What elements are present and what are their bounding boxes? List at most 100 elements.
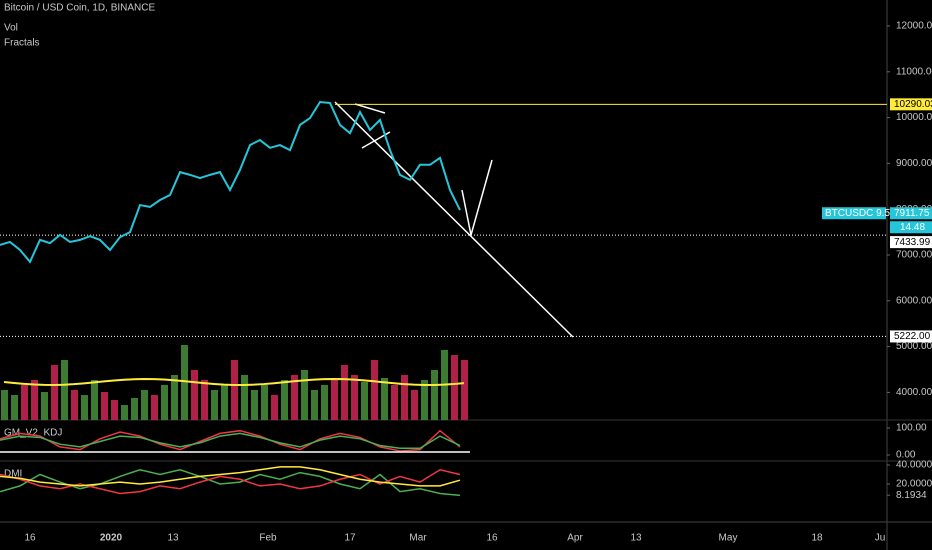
volume-bar [261, 385, 268, 420]
countdown-badge [890, 221, 932, 234]
level-badge [890, 98, 932, 111]
time-label: May [719, 533, 738, 544]
volume-bar [361, 382, 368, 420]
level-badge-label: 5222.00 [894, 331, 931, 342]
volume-bar [451, 355, 458, 420]
volume-bar [461, 360, 468, 420]
last-price-badge [890, 207, 932, 220]
volume-bar [211, 390, 218, 420]
volume-bar [61, 360, 68, 420]
price-tick-label: 9000.00 [896, 158, 932, 169]
volume-bar [11, 395, 18, 420]
volume-bar [131, 398, 138, 420]
kdj-title: GM_V2_KDJ [4, 428, 62, 439]
trend-line [470, 159, 493, 236]
time-label: 18 [811, 533, 823, 544]
indicator-tick-label: 40.0000 [896, 460, 932, 471]
fractals-label: Fractals [4, 38, 40, 49]
volume-bar [171, 375, 178, 420]
volume-bar [121, 405, 128, 420]
volume-bar [331, 380, 338, 420]
volume-bar [21, 385, 28, 420]
volume-bar [421, 380, 428, 420]
time-label: Ju [875, 533, 886, 544]
volume-bar [221, 385, 228, 420]
volume-bar [161, 385, 168, 420]
volume-bar [271, 395, 278, 420]
volume-bar [51, 365, 58, 420]
countdown-label: 14.48 [900, 222, 925, 233]
volume-bar [191, 370, 198, 420]
price-line [0, 100, 461, 264]
price-tick-label: 11000.00 [896, 66, 932, 77]
volume-bar [381, 378, 388, 420]
symbol-badge [822, 207, 886, 220]
volume-bar [81, 395, 88, 420]
indicator-line [0, 429, 461, 452]
trend-line [354, 103, 386, 114]
price-tick-label: 4000.00 [896, 387, 932, 398]
volume-bar [151, 395, 158, 420]
volume-bar [241, 375, 248, 420]
volume-bar [201, 380, 208, 420]
level-badge [890, 236, 932, 249]
level-badge-label: 10290.03 [894, 99, 932, 110]
volume-bar [41, 392, 48, 420]
price-tick-label: 12000.00 [896, 21, 932, 32]
symbol-title: Bitcoin / USD Coin, 1D, BINANCE [4, 3, 155, 14]
volume-bar [251, 390, 258, 420]
level-badge [890, 330, 932, 343]
volume-bar [351, 375, 358, 420]
volume-bar [311, 390, 318, 420]
volume-bar [401, 375, 408, 420]
volume-bar [231, 360, 238, 420]
volume-bar [431, 370, 438, 420]
time-label: Apr [567, 533, 583, 544]
last-price-label: 7911.75 [894, 208, 930, 219]
indicator-line [0, 468, 461, 497]
volume-ma [3, 377, 465, 386]
volume-bar [181, 345, 188, 420]
volume-bar [301, 370, 308, 420]
volume-bar [31, 380, 38, 420]
time-label: 13 [630, 533, 642, 544]
volume-bar [411, 390, 418, 420]
drawings [334, 101, 574, 338]
volume-bar [141, 390, 148, 420]
time-label: 2020 [100, 533, 123, 544]
volume-bar [91, 380, 98, 420]
time-label: Mar [409, 533, 427, 544]
indicator-line [0, 432, 461, 449]
indicator-tick-label: 8.1934 [896, 490, 927, 501]
price-tick-label: 10000.00 [896, 112, 932, 123]
time-label: 16 [24, 533, 36, 544]
volume-bar [281, 380, 288, 420]
vol-label: Vol [4, 23, 18, 34]
level-badge-label: 7433.99 [894, 237, 931, 248]
volume-bar [341, 365, 348, 420]
price-tick-label: 6000.00 [896, 295, 932, 306]
indicator-tick-label: 100.00 [896, 423, 927, 434]
volume-bar [371, 360, 378, 420]
time-label: 13 [167, 533, 179, 544]
volume-bar [111, 400, 118, 420]
time-label: Feb [259, 533, 277, 544]
indicator-tick-label: 0.00 [896, 450, 916, 461]
indicator-tick-label: 20.0000 [896, 479, 932, 490]
time-label: 16 [486, 533, 498, 544]
volume-bar [71, 390, 78, 420]
volume-bar [291, 375, 298, 420]
volume-bar [101, 392, 108, 420]
volume-bar [321, 385, 328, 420]
trend-line [461, 189, 472, 236]
symbol-badge-label: BTCUSDC 9.55% [825, 208, 905, 219]
price-tick-label: 7000.00 [896, 250, 932, 261]
price-tick-label: 5000.00 [896, 341, 932, 352]
dmi-title: DMI [4, 469, 22, 480]
volume-bar [1, 390, 8, 420]
time-label: 17 [344, 533, 356, 544]
indicator-line [0, 466, 461, 487]
volume-bar [391, 385, 398, 420]
